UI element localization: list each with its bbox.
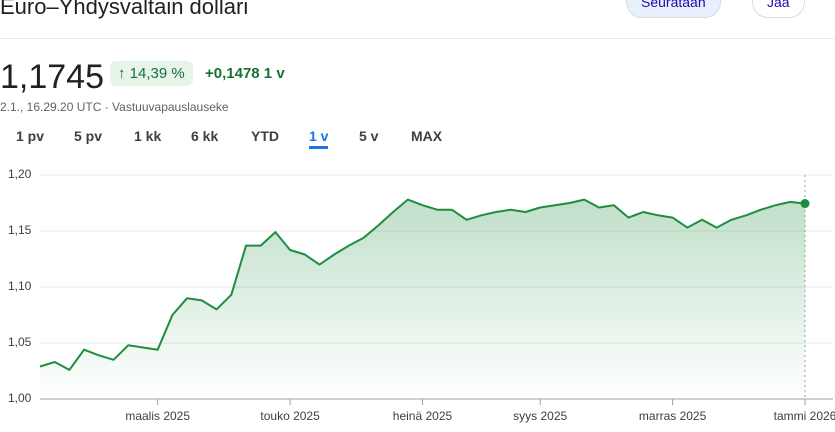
y-tick-label: 1,15 <box>8 223 32 237</box>
change-percent: 14,39 % <box>129 65 185 82</box>
y-tick-label: 1,20 <box>8 167 32 181</box>
range-tab[interactable]: 1 v <box>309 128 329 149</box>
change-abs: +0,1478 1 v <box>205 65 285 82</box>
x-tick-label: touko 2025 <box>260 409 320 423</box>
x-tick-label: heinä 2025 <box>393 409 453 423</box>
change-badge: ↑ 14,39 % <box>110 61 193 86</box>
x-tick-label: syys 2025 <box>513 409 567 423</box>
last-point <box>800 199 810 209</box>
range-tab[interactable]: 1 kk <box>134 128 162 144</box>
price: 1,1745 <box>0 58 104 96</box>
timestamp: 2.1., 16.29.20 UTC · Vastuuvapauslauseke <box>0 100 229 114</box>
range-tab[interactable]: 6 kk <box>191 128 219 144</box>
range-tab[interactable]: 1 pv <box>16 128 45 144</box>
y-tick-label: 1,00 <box>8 391 32 405</box>
range-tab[interactable]: MAX <box>411 128 443 144</box>
divider <box>0 38 835 39</box>
x-tick-label: marras 2025 <box>639 409 707 423</box>
y-tick-label: 1,05 <box>8 335 32 349</box>
title: Euro–Yhdysvaltain dollari <box>0 0 249 19</box>
x-tick-label: maalis 2025 <box>125 409 190 423</box>
range-tab[interactable]: 5 v <box>359 128 379 144</box>
area <box>40 199 805 399</box>
line <box>39 198 806 371</box>
range-tab[interactable]: 5 pv <box>74 128 103 144</box>
x-tick-label: tammi 2026 <box>774 409 835 423</box>
range-tab[interactable]: YTD <box>251 128 279 144</box>
y-tick-label: 1,10 <box>8 279 32 293</box>
